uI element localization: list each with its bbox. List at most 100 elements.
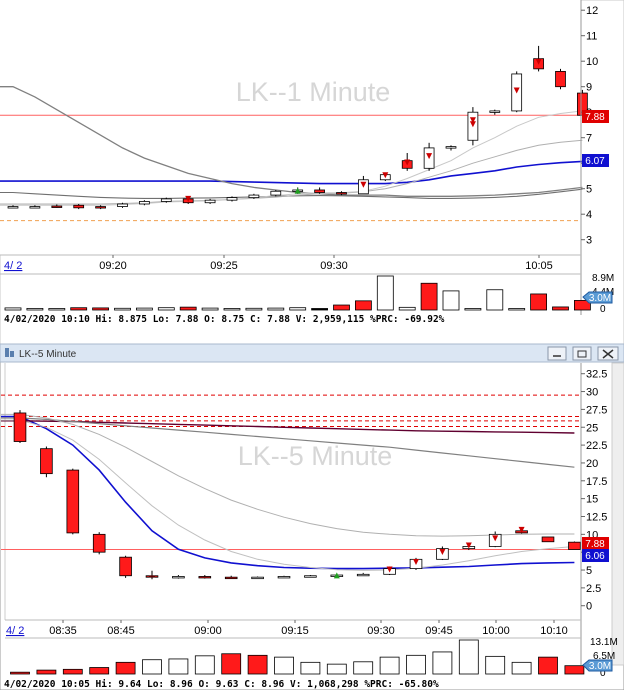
minimize-button[interactable] bbox=[547, 346, 567, 361]
close-icon bbox=[602, 349, 614, 359]
volume-bar bbox=[168, 658, 189, 675]
volume-bar bbox=[274, 656, 294, 675]
sell-arrow-marker bbox=[469, 121, 476, 128]
volume-bar bbox=[289, 307, 307, 311]
sell-arrow-marker bbox=[492, 535, 499, 542]
candle bbox=[198, 575, 212, 579]
volume-bar bbox=[406, 654, 426, 675]
x-tick-label: 09:45 bbox=[425, 625, 453, 637]
time-axis-1[interactable]: 4/ 2 09:20 09:25 09:30 10:05 bbox=[4, 255, 553, 272]
volume-zero-label-2: 0 bbox=[600, 668, 606, 679]
candle bbox=[270, 189, 282, 197]
candle-body bbox=[172, 576, 185, 579]
last-price-tag-text-1: 7.88 bbox=[585, 112, 605, 123]
ma-value-tag-text-1: 6.07 bbox=[585, 156, 605, 167]
y-tick-label: 25 bbox=[586, 422, 598, 434]
candle bbox=[555, 68, 566, 90]
y-tick-label: 4 bbox=[586, 209, 592, 221]
volume-bar bbox=[326, 663, 347, 675]
volume-bar bbox=[432, 651, 453, 675]
y-tick-label: 17.5 bbox=[586, 476, 607, 488]
y-tick-label: 27.5 bbox=[586, 404, 607, 416]
price-pane-2[interactable] bbox=[5, 363, 581, 620]
sell-arrow-marker bbox=[469, 117, 476, 124]
volume-bar bbox=[267, 307, 285, 311]
y-tick-label: 22.5 bbox=[586, 440, 607, 452]
candle bbox=[336, 191, 347, 196]
volume-max-label-1: 8.9M bbox=[592, 273, 614, 284]
volume-zero-label-1: 0 bbox=[600, 304, 606, 315]
volume-bar bbox=[574, 300, 591, 311]
candle bbox=[117, 202, 128, 208]
candle-body bbox=[29, 206, 41, 209]
moving-average-line bbox=[0, 160, 583, 185]
sell-arrow-marker bbox=[404, 159, 411, 166]
candle bbox=[7, 205, 19, 209]
date-label-2: 4/ 2 bbox=[6, 625, 24, 637]
y-tick-label: 0 bbox=[586, 601, 592, 613]
volume-avg-tag-1 bbox=[582, 291, 613, 304]
candle-body bbox=[224, 576, 238, 580]
candle-body bbox=[139, 201, 150, 205]
volume-bar bbox=[398, 306, 416, 311]
candle bbox=[251, 576, 264, 580]
sell-arrow-marker bbox=[185, 195, 192, 202]
volume-bar bbox=[552, 306, 569, 311]
candle-body bbox=[568, 541, 581, 550]
volume-avg-tag-2 bbox=[582, 659, 613, 672]
scrollbar-2[interactable] bbox=[611, 362, 624, 666]
sell-arrow-marker bbox=[413, 558, 419, 565]
restore-button[interactable] bbox=[572, 346, 592, 361]
candle bbox=[73, 204, 85, 210]
volume-bar bbox=[486, 289, 504, 311]
volume-bar bbox=[458, 639, 479, 675]
candle-body bbox=[13, 412, 27, 442]
candle bbox=[314, 187, 325, 194]
y-tick-label: 30 bbox=[586, 387, 598, 399]
y-tick-label: 5 bbox=[586, 565, 592, 577]
y-tick-label: 32.5 bbox=[586, 369, 607, 381]
x-tick-label: 09:25 bbox=[210, 260, 238, 272]
candle bbox=[119, 555, 132, 578]
volume-bars-1[interactable] bbox=[4, 275, 591, 311]
candle bbox=[248, 193, 260, 199]
candle bbox=[224, 575, 238, 580]
volume-bar bbox=[354, 300, 372, 311]
candle-body bbox=[198, 576, 212, 579]
candle-body bbox=[92, 533, 106, 553]
volume-bar bbox=[179, 306, 197, 311]
candle bbox=[489, 109, 501, 115]
y-tick-label: 3 bbox=[586, 235, 592, 247]
volume-bars-2[interactable] bbox=[10, 639, 585, 675]
last-price-tag-2 bbox=[582, 537, 609, 550]
time-axis-2[interactable]: 4/ 2 08:35 08:45 09:00 09:15 09:30 09:45 10:00… bbox=[6, 620, 568, 637]
volume-bar bbox=[223, 308, 241, 311]
candle-body bbox=[277, 576, 291, 579]
status-line-1: 4/02/2020 10:10 Hi: 8.875 Lo: 7.88 O: 8.… bbox=[4, 314, 445, 325]
candle bbox=[13, 410, 27, 443]
candle bbox=[568, 541, 581, 550]
volume-bar bbox=[4, 307, 22, 311]
markers-1 bbox=[185, 58, 542, 202]
candle bbox=[160, 197, 172, 203]
candle-body bbox=[117, 203, 128, 207]
price-grid-1 bbox=[0, 114, 581, 222]
moving-averages-1 bbox=[0, 86, 583, 206]
candle-body bbox=[489, 110, 501, 113]
close-button[interactable] bbox=[597, 346, 619, 361]
candle-body bbox=[160, 198, 172, 202]
y-tick-label: 12 bbox=[586, 5, 598, 17]
candle bbox=[40, 446, 53, 478]
volume-bar bbox=[247, 654, 268, 675]
price-pane-1[interactable] bbox=[0, 0, 581, 255]
volume-bar bbox=[70, 307, 88, 311]
volume-bar bbox=[142, 659, 162, 675]
volume-bar bbox=[564, 665, 585, 675]
candle bbox=[66, 468, 80, 535]
candle bbox=[51, 204, 63, 208]
window-2-titlebar[interactable] bbox=[0, 343, 624, 363]
candle-body bbox=[51, 205, 63, 208]
buy-arrow-marker bbox=[294, 187, 301, 194]
